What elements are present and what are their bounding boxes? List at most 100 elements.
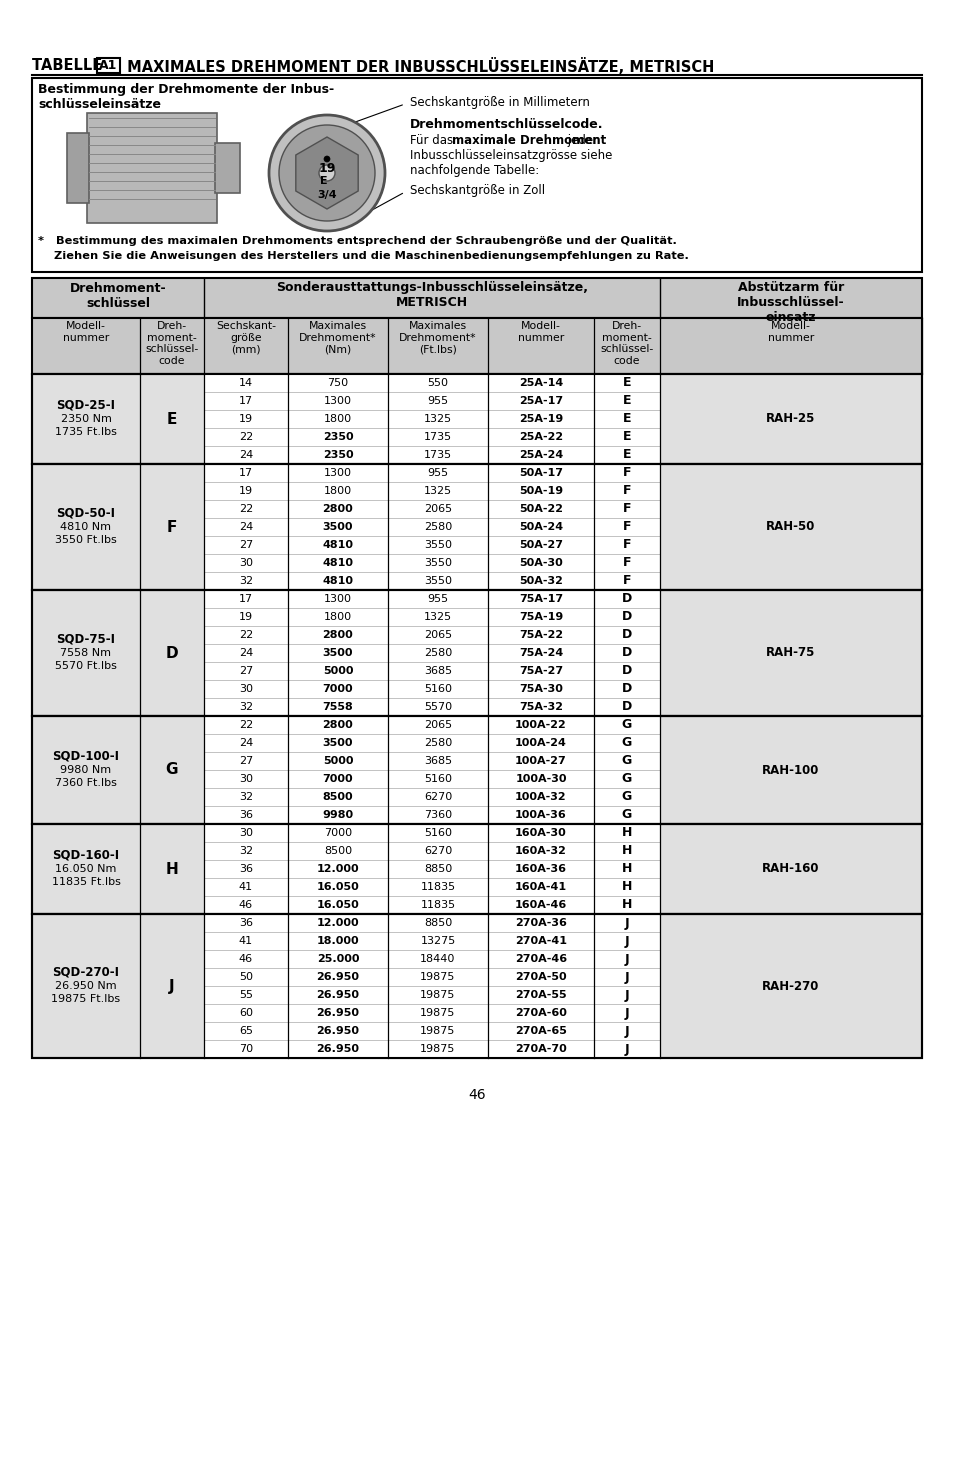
Text: J: J <box>624 953 629 966</box>
Text: 19875 Ft.lbs: 19875 Ft.lbs <box>51 994 120 1004</box>
Text: RAH-25: RAH-25 <box>765 413 815 425</box>
Text: 2350: 2350 <box>322 450 353 460</box>
Bar <box>32 914 921 1058</box>
Text: Sechskant-
größe
(mm): Sechskant- größe (mm) <box>215 322 275 354</box>
Text: 1735: 1735 <box>423 432 452 442</box>
Text: 32: 32 <box>238 847 253 856</box>
Bar <box>204 590 659 715</box>
Text: 26.950: 26.950 <box>316 1044 359 1055</box>
Text: F: F <box>622 556 631 569</box>
Text: 75A-19: 75A-19 <box>518 612 562 622</box>
Text: Drehmomentschlüsselcode.: Drehmomentschlüsselcode. <box>410 118 603 131</box>
Text: 5160: 5160 <box>423 684 452 695</box>
Text: G: G <box>621 755 632 767</box>
Text: 32: 32 <box>238 577 253 586</box>
Text: 100A-36: 100A-36 <box>515 810 566 820</box>
Text: 7558 Nm: 7558 Nm <box>60 648 112 658</box>
Text: J: J <box>624 1025 629 1037</box>
Bar <box>204 465 659 590</box>
Text: 19875: 19875 <box>420 1007 456 1018</box>
Bar <box>32 375 921 465</box>
Text: Modell-
nummer: Modell- nummer <box>767 322 813 342</box>
Text: J: J <box>624 1043 629 1056</box>
Text: 19875: 19875 <box>420 972 456 982</box>
Text: 1800: 1800 <box>324 612 352 622</box>
Text: 1800: 1800 <box>324 485 352 496</box>
Text: E: E <box>622 376 631 389</box>
Text: 7000: 7000 <box>322 774 353 785</box>
Text: 50A-24: 50A-24 <box>518 522 562 532</box>
Text: 26.950: 26.950 <box>316 1007 359 1018</box>
Text: 46: 46 <box>238 954 253 965</box>
Text: E: E <box>622 394 631 407</box>
Text: 36: 36 <box>239 917 253 928</box>
Text: maximale Drehmoment: maximale Drehmoment <box>452 134 605 148</box>
Text: 270A-60: 270A-60 <box>515 1007 566 1018</box>
Text: D: D <box>621 593 632 606</box>
Bar <box>32 375 921 465</box>
Text: 100A-24: 100A-24 <box>515 738 566 748</box>
Text: E: E <box>622 431 631 444</box>
Bar <box>204 914 659 1058</box>
Text: 22: 22 <box>238 630 253 640</box>
Bar <box>204 375 659 465</box>
Text: 3500: 3500 <box>322 648 353 658</box>
Text: 8500: 8500 <box>324 847 352 856</box>
Text: 24: 24 <box>238 450 253 460</box>
Text: 270A-50: 270A-50 <box>515 972 566 982</box>
Text: H: H <box>621 881 632 894</box>
Text: 24: 24 <box>238 522 253 532</box>
Text: F: F <box>622 538 631 552</box>
Text: RAH-50: RAH-50 <box>765 521 815 534</box>
Text: J: J <box>169 978 174 994</box>
Text: 70: 70 <box>238 1044 253 1055</box>
Text: J: J <box>624 1006 629 1019</box>
Bar <box>32 465 921 590</box>
Text: 8500: 8500 <box>322 792 353 802</box>
Text: 32: 32 <box>238 792 253 802</box>
Text: E: E <box>622 413 631 425</box>
Text: 3500: 3500 <box>322 522 353 532</box>
Text: 65: 65 <box>239 1027 253 1035</box>
Text: 2800: 2800 <box>322 720 353 730</box>
Text: 24: 24 <box>238 738 253 748</box>
Text: F: F <box>622 521 631 534</box>
Text: 270A-46: 270A-46 <box>515 954 566 965</box>
Text: 3550: 3550 <box>423 558 452 568</box>
Text: 11835 Ft.lbs: 11835 Ft.lbs <box>51 878 120 886</box>
Text: 18440: 18440 <box>420 954 456 965</box>
Text: MAXIMALES DREHMOMENT DER INBUSSCHLÜSSELEINSÄTZE, METRISCH: MAXIMALES DREHMOMENT DER INBUSSCHLÜSSELE… <box>122 58 714 75</box>
Text: 7360: 7360 <box>423 810 452 820</box>
Text: 12.000: 12.000 <box>316 917 359 928</box>
Text: D: D <box>621 646 632 659</box>
Text: 17: 17 <box>238 468 253 478</box>
Text: 160A-30: 160A-30 <box>515 827 566 838</box>
Text: 75A-22: 75A-22 <box>518 630 562 640</box>
Text: jeder: jeder <box>563 134 598 148</box>
Text: F: F <box>167 519 177 534</box>
Text: 3500: 3500 <box>322 738 353 748</box>
Text: 50: 50 <box>239 972 253 982</box>
Text: Bestimmung der Drehmomente der Inbus-: Bestimmung der Drehmomente der Inbus- <box>38 83 334 96</box>
Text: 19: 19 <box>238 612 253 622</box>
Text: D: D <box>166 646 178 661</box>
Text: 26.950: 26.950 <box>316 1027 359 1035</box>
Bar <box>32 590 921 715</box>
Text: 8850: 8850 <box>423 864 452 875</box>
Text: 25A-22: 25A-22 <box>518 432 562 442</box>
Text: 30: 30 <box>239 684 253 695</box>
Text: 100A-32: 100A-32 <box>515 792 566 802</box>
Text: 19875: 19875 <box>420 1044 456 1055</box>
Text: Sechskantgröße in Zoll: Sechskantgröße in Zoll <box>410 184 544 198</box>
Text: 5570: 5570 <box>423 702 452 712</box>
Circle shape <box>318 165 335 181</box>
Text: Sonderausttattungs-Inbusschlüsseleinsätze,
METRISCH: Sonderausttattungs-Inbusschlüsseleinsätz… <box>275 282 587 308</box>
Text: 25A-19: 25A-19 <box>518 414 562 423</box>
Text: 75A-24: 75A-24 <box>518 648 562 658</box>
Text: 750: 750 <box>327 378 348 388</box>
Text: 955: 955 <box>427 468 448 478</box>
Text: SQD-75-I: SQD-75-I <box>56 633 115 646</box>
Text: 22: 22 <box>238 432 253 442</box>
Text: 50A-22: 50A-22 <box>518 504 562 513</box>
Text: A1: A1 <box>99 59 117 72</box>
